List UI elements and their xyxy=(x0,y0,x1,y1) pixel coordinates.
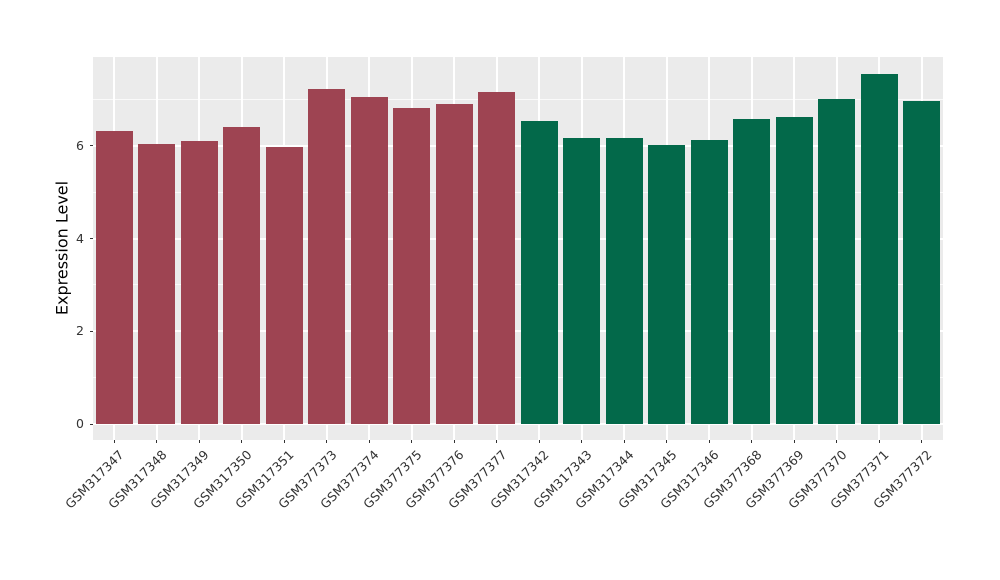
x-tick-mark xyxy=(836,440,838,443)
minor-gridline xyxy=(93,191,943,193)
major-gridline xyxy=(93,237,943,240)
x-tick-mark xyxy=(453,440,455,443)
x-tick-mark xyxy=(241,440,243,443)
y-tick-mark xyxy=(90,238,93,240)
y-axis-title: Expression Level xyxy=(52,180,72,316)
bar-GSM377374 xyxy=(350,97,388,424)
x-tick-mark xyxy=(666,440,668,443)
minor-gridline xyxy=(93,284,943,286)
y-tick-label: 4 xyxy=(76,230,84,246)
x-tick-mark xyxy=(411,440,413,443)
bar-GSM377372 xyxy=(903,100,941,424)
x-tick-mark xyxy=(326,440,328,443)
bar-GSM377376 xyxy=(435,104,473,424)
y-tick-label: 6 xyxy=(76,137,84,153)
bar-GSM317344 xyxy=(605,137,643,424)
x-tick-mark xyxy=(198,440,200,443)
x-tick-mark xyxy=(368,440,370,443)
major-gridline xyxy=(93,144,943,147)
bar-GSM377369 xyxy=(775,117,813,424)
x-tick-mark xyxy=(708,440,710,443)
bar-GSM317348 xyxy=(138,143,176,424)
x-tick-mark xyxy=(496,440,498,443)
x-tick-mark xyxy=(581,440,583,443)
x-tick-mark xyxy=(793,440,795,443)
x-tick-mark xyxy=(921,440,923,443)
x-tick-mark xyxy=(156,440,158,443)
x-tick-mark xyxy=(623,440,625,443)
bar-GSM377370 xyxy=(818,98,856,424)
x-tick-mark xyxy=(751,440,753,443)
bar-GSM377377 xyxy=(478,91,516,424)
bar-GSM377375 xyxy=(393,107,431,424)
x-tick-mark xyxy=(878,440,880,443)
x-tick-mark xyxy=(538,440,540,443)
y-tick-mark xyxy=(90,145,93,147)
bar-GSM317346 xyxy=(690,139,728,424)
bar-GSM317351 xyxy=(265,146,303,424)
bar-GSM317342 xyxy=(520,120,558,424)
bar-GSM317343 xyxy=(563,137,601,424)
bar-GSM317350 xyxy=(223,127,261,424)
bar-GSM377371 xyxy=(860,73,898,424)
bar-GSM317349 xyxy=(180,141,218,424)
y-tick-label: 2 xyxy=(76,323,84,339)
major-gridline xyxy=(93,330,943,333)
x-tick-mark xyxy=(283,440,285,443)
bar-GSM317345 xyxy=(648,144,686,424)
y-tick-mark xyxy=(90,330,93,332)
bar-GSM317347 xyxy=(95,131,133,424)
minor-gridline xyxy=(93,377,943,379)
plot-panel xyxy=(93,57,943,440)
major-gridline xyxy=(93,423,943,425)
bar-GSM377373 xyxy=(308,89,346,424)
x-tick-mark xyxy=(113,440,115,443)
y-tick-mark xyxy=(90,423,93,425)
bar-GSM377368 xyxy=(733,118,771,424)
y-tick-label: 0 xyxy=(76,416,84,431)
minor-gridline xyxy=(93,98,943,100)
